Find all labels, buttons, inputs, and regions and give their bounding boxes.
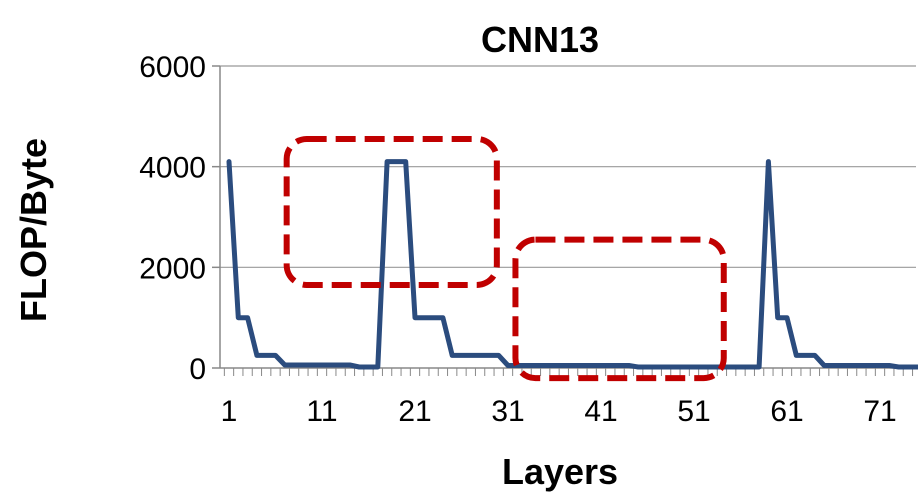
y-tick-label-4000: 4000 [139, 152, 206, 185]
x-tick-label-21: 21 [398, 395, 431, 428]
x-tick-label-41: 41 [584, 395, 617, 428]
y-tick-label-0: 0 [189, 353, 206, 386]
x-tick-label-51: 51 [677, 395, 710, 428]
axes [212, 65, 916, 376]
highlight-box-1 [283, 135, 500, 288]
highlight-box-2 [512, 236, 727, 382]
x-tick-label-31: 31 [491, 395, 524, 428]
series-line-0 [226, 159, 918, 370]
x-tick-label-11: 11 [306, 395, 337, 428]
series-group [226, 159, 918, 370]
x-tick-label-71: 71 [863, 395, 896, 428]
x-tick-labels: 1 11 21 31 41 51 61 71 [221, 395, 897, 428]
y-tick-label-2000: 2000 [139, 252, 206, 285]
y-tick-labels: 0 2000 4000 6000 [139, 51, 206, 386]
grid [220, 65, 916, 268]
x-axis-title: Layers [502, 451, 618, 492]
chart-title: CNN13 [481, 19, 599, 60]
highlight-group [283, 135, 727, 382]
x-tick-label-1: 1 [221, 395, 238, 428]
x-tick-label-61: 61 [770, 395, 803, 428]
y-tick-label-6000: 6000 [139, 51, 206, 84]
y-axis-title: FLOP/Byte [13, 138, 54, 322]
